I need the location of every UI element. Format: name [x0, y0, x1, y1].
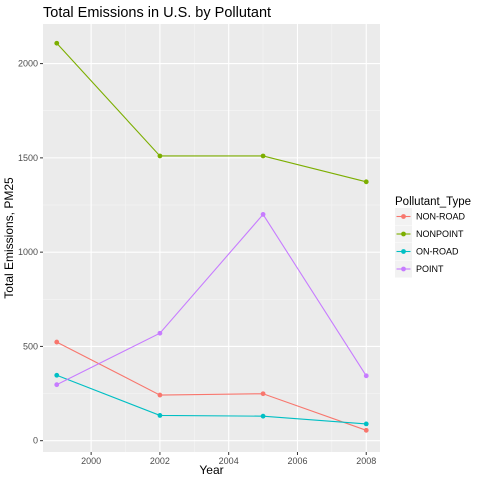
legend-title: Pollutant_Type — [395, 196, 471, 208]
data-point-point — [260, 212, 266, 217]
series-line-on-road — [56, 374, 367, 425]
series-points — [54, 40, 369, 433]
x-tick-label: 2006 — [287, 456, 307, 466]
data-point-on-road — [54, 372, 60, 378]
plot-panel — [43, 24, 380, 452]
data-point-nonpoint — [260, 153, 266, 159]
data-point-non-road — [363, 427, 369, 433]
legend-label-nonpoint: NONPOINT — [416, 229, 464, 239]
legend-label-on-road: ON-ROAD — [416, 247, 459, 257]
legend: Pollutant_Type NON-ROAD NONPOINT ON-ROAD PO… — [395, 196, 471, 278]
data-point-nonpoint — [363, 179, 369, 185]
legend-label-point: POINT — [416, 264, 444, 274]
data-point-non-road — [157, 392, 163, 398]
legend-item-nonpoint: NONPOINT — [395, 225, 464, 243]
legend-key-point — [401, 214, 406, 219]
y-tick-label: 2000 — [18, 59, 38, 69]
x-tick-label: 2004 — [219, 456, 239, 466]
legend-label-non-road: NON-ROAD — [416, 212, 465, 222]
x-tick-label: 2008 — [356, 456, 376, 466]
data-point-nonpoint — [157, 153, 163, 159]
data-point-point — [363, 373, 369, 379]
legend-key-point — [401, 231, 406, 237]
legend-item-on-road: ON-ROAD — [395, 243, 459, 260]
data-point-on-road — [260, 413, 266, 419]
y-axis-label: Total Emissions, PM25 — [2, 177, 16, 299]
legend-item-point: POINT — [395, 260, 444, 278]
data-point-point — [157, 330, 163, 336]
y-tick-label: 1500 — [18, 153, 38, 163]
series-line-point — [56, 213, 367, 386]
data-point-point — [54, 382, 60, 388]
y-axis-ticks: 0 500 1000 1500 2000 — [18, 59, 43, 446]
legend-key-point — [401, 266, 406, 272]
y-tick-label: 500 — [23, 341, 38, 351]
chart-title: Total Emissions in U.S. by Pollutant — [43, 5, 271, 21]
y-tick-label: 0 — [33, 436, 38, 446]
x-axis-label: Year — [199, 463, 223, 477]
data-point-nonpoint — [54, 40, 60, 46]
y-tick-label: 1000 — [18, 247, 38, 257]
x-axis-ticks: 2000 2002 2004 2006 2008 — [81, 452, 376, 466]
legend-key-point — [401, 249, 406, 254]
x-tick-label: 2002 — [150, 456, 170, 466]
series-lines — [56, 42, 367, 431]
data-point-non-road — [54, 339, 60, 345]
legend-item-non-road: NON-ROAD — [395, 208, 465, 225]
minor-gridlines — [43, 24, 380, 452]
series-line-non-road — [56, 341, 367, 431]
legend-items: NON-ROAD NONPOINT ON-ROAD POINT — [395, 208, 465, 278]
series-line-nonpoint — [56, 42, 367, 183]
data-point-on-road — [363, 421, 369, 427]
x-tick-label: 2000 — [81, 456, 101, 466]
major-gridlines — [43, 24, 380, 452]
data-point-on-road — [157, 413, 163, 418]
data-point-non-road — [260, 391, 266, 397]
